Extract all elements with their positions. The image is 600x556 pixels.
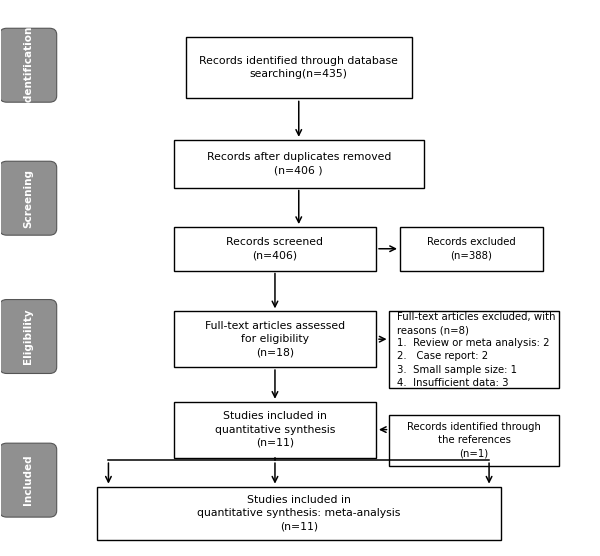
FancyBboxPatch shape xyxy=(389,415,559,465)
Text: Studies included in
quantitative synthesis: meta-analysis
(n=11): Studies included in quantitative synthes… xyxy=(197,495,400,532)
Text: Identification: Identification xyxy=(23,26,33,105)
Text: Full-text articles excluded, with
reasons (n=8)
1.  Review or meta analysis: 2
2: Full-text articles excluded, with reason… xyxy=(397,312,555,388)
FancyBboxPatch shape xyxy=(186,37,412,98)
Text: Records identified through
the references
(n=1): Records identified through the reference… xyxy=(407,422,541,459)
FancyBboxPatch shape xyxy=(389,311,559,389)
Text: Records screened
(n=406): Records screened (n=406) xyxy=(226,237,323,260)
Text: Records identified through database
searching(n=435): Records identified through database sear… xyxy=(199,56,398,80)
FancyBboxPatch shape xyxy=(174,311,376,367)
FancyBboxPatch shape xyxy=(0,161,56,235)
FancyBboxPatch shape xyxy=(174,140,424,187)
FancyBboxPatch shape xyxy=(0,300,56,374)
FancyBboxPatch shape xyxy=(174,227,376,271)
Text: Records after duplicates removed
(n=406 ): Records after duplicates removed (n=406 … xyxy=(206,152,391,175)
FancyBboxPatch shape xyxy=(400,227,542,271)
Text: Studies included in
quantitative synthesis
(n=11): Studies included in quantitative synthes… xyxy=(215,411,335,448)
Text: Eligibility: Eligibility xyxy=(23,309,33,364)
FancyBboxPatch shape xyxy=(0,443,56,517)
Text: Included: Included xyxy=(23,455,33,505)
FancyBboxPatch shape xyxy=(97,486,501,540)
Text: Records excluded
(n=388): Records excluded (n=388) xyxy=(427,237,515,260)
FancyBboxPatch shape xyxy=(174,401,376,458)
FancyBboxPatch shape xyxy=(0,28,56,102)
Text: Full-text articles assessed
for eligibility
(n=18): Full-text articles assessed for eligibil… xyxy=(205,321,345,358)
Text: Screening: Screening xyxy=(23,168,33,228)
